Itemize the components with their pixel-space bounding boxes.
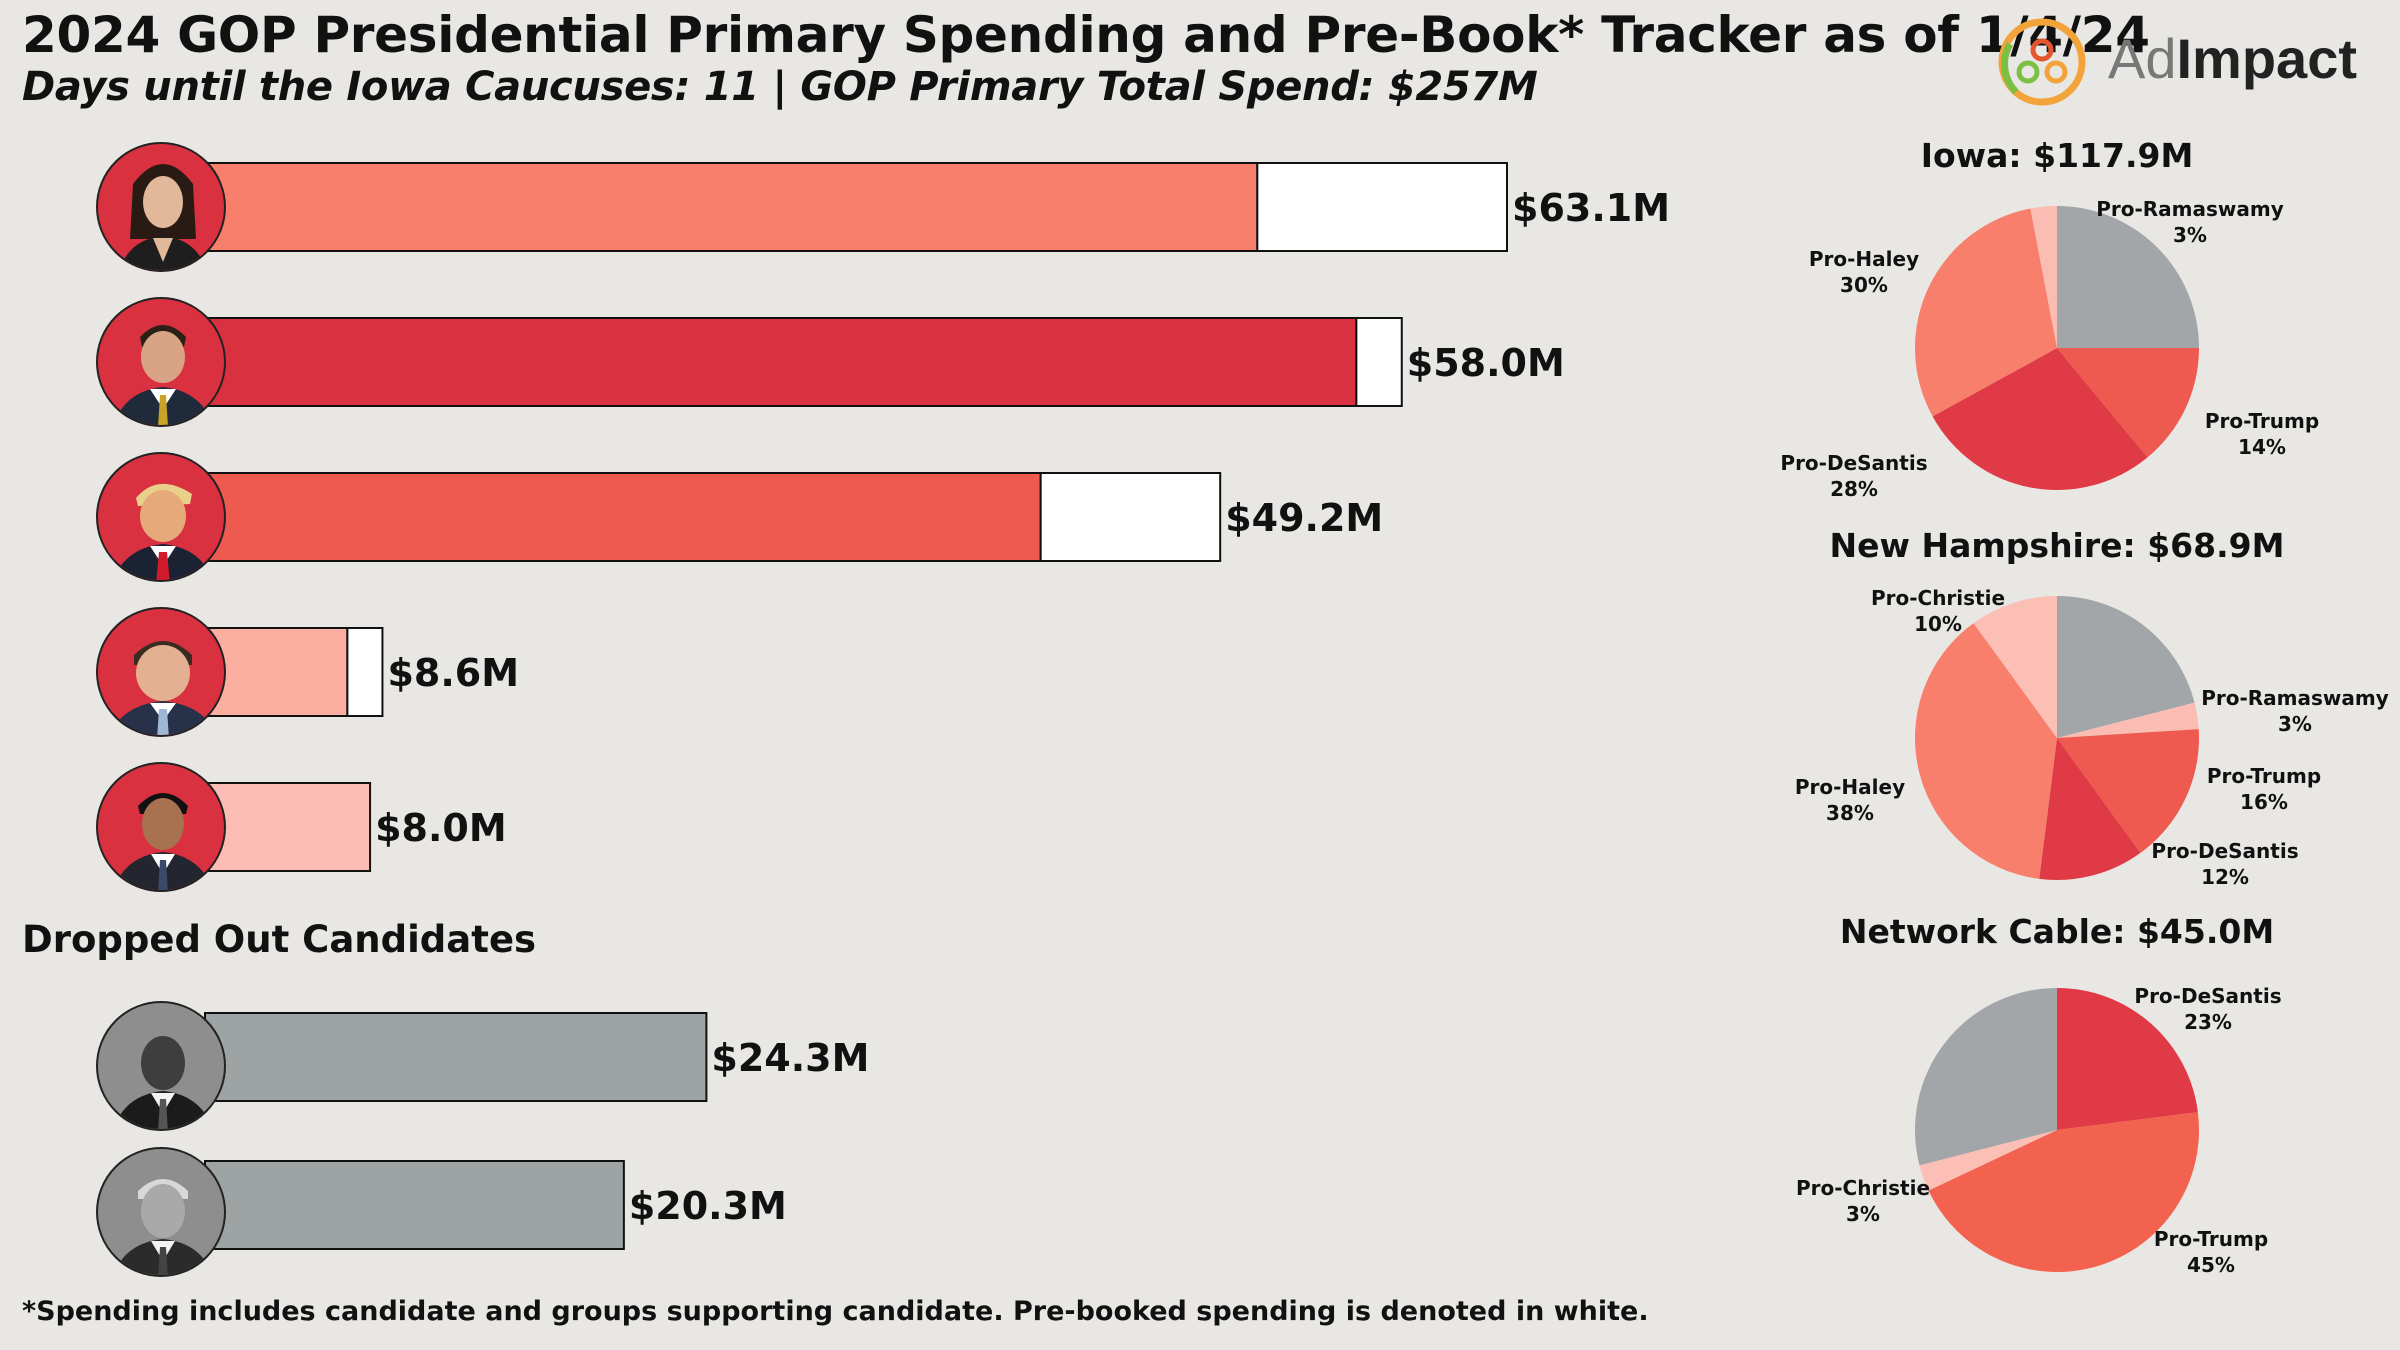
cable-label-desantis: Pro-DeSantis 23% xyxy=(2134,984,2282,1034)
iowa-label-trump: Pro-Trump 14% xyxy=(2204,409,2320,459)
network-cable-slice-3 xyxy=(1915,988,2057,1166)
iowa-label-ramaswamy: Pro-Ramaswamy 3% xyxy=(2096,197,2284,247)
network-cable-slice-2 xyxy=(1919,1130,2057,1191)
iowa-slice-4 xyxy=(2030,206,2057,348)
iowa-slice-2 xyxy=(1932,348,2148,490)
dropped-value-label-1: $20.3M xyxy=(629,1184,787,1228)
bar-value-label-3: $8.6M xyxy=(387,651,519,695)
bar-spent-3 xyxy=(204,627,349,717)
christie-photo xyxy=(96,607,226,737)
footnote: *Spending includes candidate and groups … xyxy=(22,1296,1649,1327)
new-hampshire-slice-5 xyxy=(1973,596,2057,738)
new-hampshire-slice-4 xyxy=(1915,623,2057,879)
page-title: 2024 GOP Presidential Primary Spending a… xyxy=(22,6,2150,64)
burgum-photo xyxy=(96,1147,226,1277)
new-hampshire-pie-title: New Hampshire: $68.9M xyxy=(1829,526,2285,565)
adimpact-logo: AdImpact xyxy=(1996,14,2386,110)
adimpact-logo-icon xyxy=(1998,18,2086,106)
nh-label-ramaswamy: Pro-Ramaswamy 3% xyxy=(2201,686,2389,736)
ramaswamy-photo xyxy=(96,762,226,892)
network-cable-slice-0 xyxy=(2057,988,2198,1130)
bar-value-label-1: $58.0M xyxy=(1407,341,1565,385)
iowa-pie-title: Iowa: $117.9M xyxy=(1920,136,2194,175)
desantis-photo xyxy=(96,297,226,427)
cable-label-trump: Pro-Trump 45% xyxy=(2153,1227,2269,1277)
bar-prebook-1 xyxy=(1355,317,1403,407)
network-cable-pie-title: Network Cable: $45.0M xyxy=(1839,912,2275,951)
nh-label-christie: Pro-Christie 10% xyxy=(1870,586,2006,636)
nh-label-desantis: Pro-DeSantis 12% xyxy=(2151,839,2299,889)
iowa-label-haley: Pro-Haley 30% xyxy=(1808,247,1920,297)
cable-label-christie: Pro-Christie 3% xyxy=(1795,1176,1931,1226)
bar-prebook-0 xyxy=(1256,162,1508,252)
trump-photo xyxy=(96,452,226,582)
iowa-slice-3 xyxy=(1914,208,2057,417)
bar-value-label-2: $49.2M xyxy=(1225,496,1383,540)
bar-value-label-4: $8.0M xyxy=(375,806,507,850)
nh-label-trump: Pro-Trump 16% xyxy=(2206,764,2322,814)
adimpact-logo-wordmark: AdImpact xyxy=(2108,27,2357,90)
iowa-label-desantis: Pro-DeSantis 28% xyxy=(1780,451,1928,501)
dropped-bar-0 xyxy=(204,1012,708,1102)
scott-photo xyxy=(96,1001,226,1131)
network-cable-slice-1 xyxy=(1928,1112,2199,1273)
dropped-bar-1 xyxy=(204,1160,625,1250)
new-hampshire-slice-2 xyxy=(2057,729,2199,853)
page-subtitle: Days until the Iowa Caucuses: 11 | GOP P… xyxy=(22,64,1538,110)
new-hampshire-slice-3 xyxy=(2039,738,2141,880)
dropped-value-label-0: $24.3M xyxy=(711,1036,869,1080)
spending-bar-chart: $63.1M $58.0M $49.2M $8.6M $8.0M $24.3M $20.3M xyxy=(204,162,1670,1250)
iowa-slice-0 xyxy=(2057,206,2199,348)
nh-label-haley: Pro-Haley 38% xyxy=(1794,775,1906,825)
haley-photo xyxy=(96,142,226,272)
new-hampshire-slice-0 xyxy=(2057,596,2195,738)
bar-prebook-3 xyxy=(346,627,384,717)
dropped-out-heading: Dropped Out Candidates xyxy=(22,918,537,961)
new-hampshire-slice-1 xyxy=(2057,702,2199,738)
iowa-slice-1 xyxy=(2057,348,2199,458)
bar-prebook-2 xyxy=(1039,472,1222,562)
bar-value-label-0: $63.1M xyxy=(1512,186,1670,230)
